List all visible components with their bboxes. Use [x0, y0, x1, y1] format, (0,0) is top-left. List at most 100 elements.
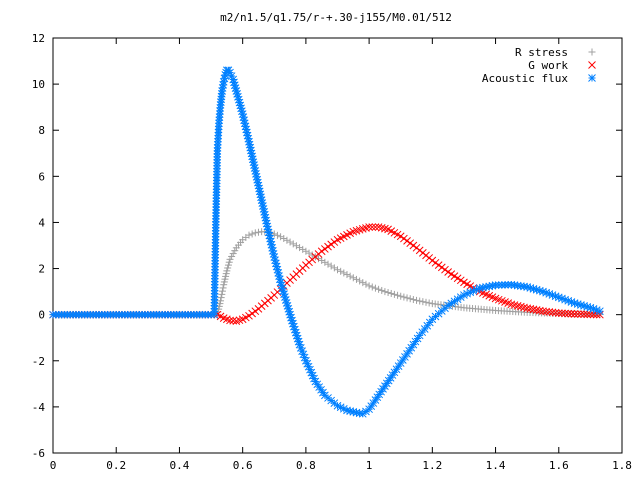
data-point	[230, 78, 238, 87]
data-point	[362, 280, 370, 288]
data-point	[334, 266, 341, 274]
data-point	[343, 271, 351, 279]
y-tick-label: 4	[38, 216, 45, 229]
plot-frame	[52, 37, 623, 454]
data-point	[390, 290, 398, 298]
data-point	[223, 267, 231, 275]
legend-marker	[588, 61, 596, 69]
legend-label: G work	[528, 59, 568, 72]
data-point	[580, 310, 588, 319]
data-point	[403, 294, 411, 302]
data-point	[277, 233, 285, 241]
data-point	[371, 223, 380, 231]
data-point	[381, 288, 389, 296]
data-point	[400, 293, 408, 301]
y-tick-label: -6	[32, 447, 45, 460]
data-point	[510, 301, 519, 309]
data-point	[570, 310, 579, 318]
data-point	[374, 223, 383, 231]
data-point	[406, 239, 415, 248]
data-point	[516, 302, 525, 311]
data-point	[219, 284, 227, 292]
data-point	[305, 249, 313, 257]
data-point	[248, 230, 256, 238]
data-point	[280, 235, 288, 243]
data-point	[551, 308, 560, 317]
data-point	[234, 92, 242, 101]
data-point	[229, 250, 237, 258]
data-point	[254, 228, 262, 236]
data-point	[567, 309, 576, 318]
data-point	[400, 234, 408, 243]
data-point	[256, 190, 265, 199]
data-point	[413, 296, 421, 304]
data-point	[318, 256, 326, 264]
data-point	[409, 296, 417, 304]
data-point	[352, 275, 360, 283]
data-point	[228, 252, 236, 260]
data-point	[226, 316, 234, 325]
data-point	[236, 101, 245, 110]
y-tick-label: -4	[32, 401, 46, 414]
data-point	[529, 305, 538, 314]
data-point	[535, 306, 544, 315]
data-point	[368, 283, 376, 291]
data-point	[409, 241, 418, 250]
data-point	[396, 232, 405, 241]
y-tick-label: 2	[38, 263, 45, 276]
data-point	[233, 90, 241, 98]
data-point	[384, 289, 392, 297]
data-point	[289, 240, 297, 248]
axis-ticks	[52, 37, 623, 454]
data-point	[558, 309, 566, 318]
data-point	[292, 242, 300, 250]
data-point	[539, 307, 547, 316]
series-r-stress	[49, 228, 604, 319]
x-tick-label: 0.6	[233, 459, 253, 472]
data-point	[507, 300, 516, 309]
data-point	[403, 237, 411, 245]
data-point	[425, 299, 433, 307]
data-point	[327, 240, 336, 249]
data-point	[359, 279, 367, 287]
legend-marker	[588, 74, 596, 82]
x-tick-label: 0.2	[106, 459, 126, 472]
x-tick-label: 1.2	[422, 459, 442, 472]
data-point	[245, 231, 253, 239]
data-point	[349, 274, 357, 282]
data-point	[523, 304, 532, 313]
data-point	[377, 223, 386, 232]
data-point	[330, 264, 338, 272]
legend-label: R stress	[515, 46, 568, 59]
data-point	[327, 262, 335, 270]
data-point	[317, 247, 326, 256]
data-point	[273, 231, 281, 239]
data-point	[596, 307, 604, 316]
x-tick-label: 1.8	[612, 459, 632, 472]
data-point	[387, 289, 395, 297]
series-acoustic-flux	[49, 66, 604, 418]
x-tick-label: 0.4	[170, 459, 190, 472]
y-tick-label: 10	[32, 78, 45, 91]
data-point	[419, 298, 427, 306]
data-point	[513, 302, 522, 310]
data-point	[321, 258, 329, 266]
data-point	[375, 285, 383, 293]
y-tick-label: 8	[38, 124, 45, 137]
data-point	[583, 310, 592, 319]
data-point	[416, 297, 424, 305]
x-tick-label: 1.6	[549, 459, 569, 472]
data-point	[245, 311, 253, 320]
data-point	[589, 310, 598, 319]
data-point	[337, 267, 345, 275]
data-point	[542, 307, 550, 316]
data-point	[231, 247, 239, 255]
data-point	[577, 310, 585, 319]
data-point	[554, 309, 563, 317]
chart-title: m2/n1.5/q1.75/r-+.30-j155/M0.01/512	[220, 11, 452, 24]
data-point	[573, 310, 582, 318]
data-point	[245, 140, 254, 149]
data-point	[365, 223, 373, 231]
data-point	[437, 263, 446, 272]
